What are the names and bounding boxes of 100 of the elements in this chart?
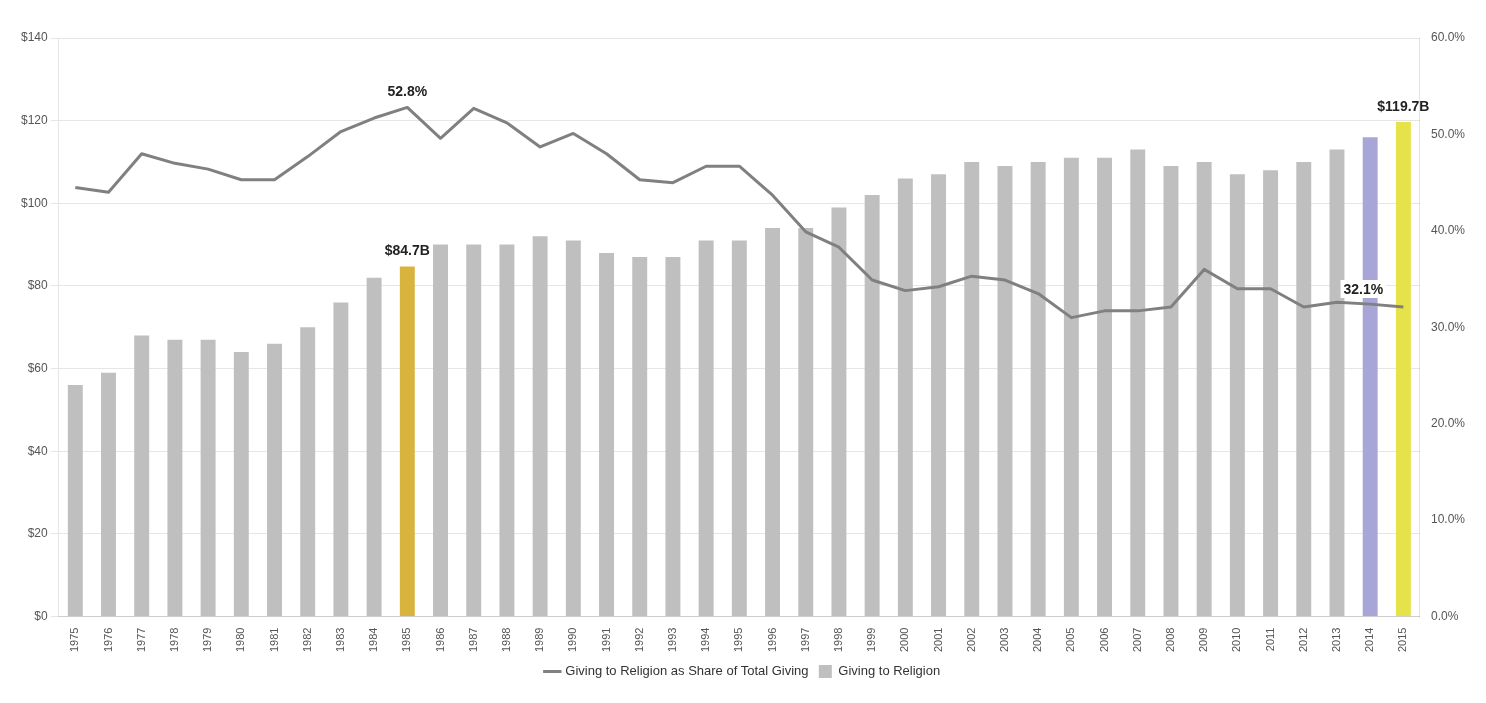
x-tick-label: 2001 — [931, 627, 944, 653]
bar — [1030, 161, 1046, 617]
x-tick-label: 1978 — [167, 627, 180, 653]
bar — [765, 228, 781, 617]
x-tick-label: 1990 — [566, 627, 579, 653]
x-tick-label: 1986 — [433, 627, 446, 653]
bar — [466, 244, 482, 617]
x-tick-label: 1985 — [400, 627, 413, 653]
x-tick-label: 2008 — [1163, 627, 1176, 653]
y2-tick-label: 40.0% — [1430, 223, 1466, 238]
x-tick-label: 1983 — [333, 627, 346, 653]
bar — [931, 174, 947, 617]
bar — [1229, 174, 1245, 617]
bar — [366, 277, 382, 617]
x-tick-label: 2005 — [1064, 627, 1077, 653]
x-tick-label: 1991 — [599, 627, 612, 653]
y-tick-label: $100 — [20, 195, 49, 210]
x-tick-label: 1993 — [665, 627, 678, 653]
x-tick-label: 1995 — [732, 627, 745, 653]
x-tick-label: 2002 — [964, 627, 977, 653]
bar — [897, 178, 913, 617]
x-tick-label: 2009 — [1197, 627, 1210, 653]
x-tick-label: 1979 — [201, 627, 214, 653]
y-tick-label: $40 — [27, 443, 49, 458]
x-tick-label: 1996 — [765, 627, 778, 653]
bar — [399, 266, 415, 617]
x-tick-label: 2006 — [1097, 627, 1110, 653]
x-tick-label: 1994 — [699, 627, 712, 653]
y-tick-label: $80 — [27, 278, 49, 293]
bar — [831, 207, 847, 617]
bar — [532, 236, 548, 617]
x-tick-label: 1987 — [466, 627, 479, 653]
bar — [101, 372, 116, 617]
y2-tick-label: 50.0% — [1430, 126, 1466, 141]
bar — [997, 166, 1013, 617]
bar — [499, 244, 515, 617]
bar — [233, 352, 249, 617]
x-tick-label: 2003 — [997, 627, 1010, 653]
x-tick-label: 2007 — [1130, 627, 1143, 653]
bar — [731, 240, 747, 617]
x-tick-label: 1999 — [865, 627, 878, 653]
bar — [433, 244, 448, 617]
x-tick-label: 1981 — [267, 627, 280, 653]
data-label: 52.8% — [387, 83, 428, 100]
bar — [333, 302, 349, 617]
x-tick-label: 1997 — [798, 627, 811, 653]
bar — [1130, 149, 1146, 617]
bar — [267, 343, 282, 617]
bar — [134, 335, 150, 617]
bar — [964, 161, 980, 617]
x-tick-label: 1977 — [134, 627, 147, 653]
y2-tick-label: 10.0% — [1430, 512, 1466, 527]
bar — [67, 385, 83, 617]
x-tick-label: 2012 — [1296, 627, 1309, 653]
x-tick-label: 1988 — [499, 627, 512, 653]
bar — [200, 339, 216, 617]
y-tick-label: $60 — [27, 360, 49, 375]
x-tick-label: 2004 — [1031, 627, 1044, 653]
x-tick-label: 2015 — [1396, 627, 1409, 653]
x-tick-label: 2011 — [1263, 627, 1276, 652]
data-label: $84.7B — [384, 242, 430, 259]
x-tick-label: 1998 — [831, 627, 844, 653]
x-tick-label: 2014 — [1363, 627, 1376, 653]
y-tick-label: $20 — [27, 526, 49, 541]
y-tick-label: $140 — [20, 30, 49, 45]
bar — [167, 339, 183, 617]
data-label: 32.1% — [1343, 280, 1384, 297]
bar — [1395, 121, 1411, 617]
x-tick-label: 1976 — [101, 627, 114, 653]
legend-label: Giving to Religion — [838, 663, 941, 679]
bar — [632, 257, 648, 617]
bar — [1196, 161, 1212, 617]
x-tick-label: 1984 — [367, 627, 380, 653]
y-tick-label: $120 — [20, 112, 49, 127]
x-tick-label: 2013 — [1330, 627, 1342, 653]
bar — [1063, 157, 1079, 617]
bar — [798, 228, 814, 617]
bar — [1263, 170, 1279, 617]
bar — [599, 252, 614, 617]
y2-tick-label: 20.0% — [1430, 416, 1466, 430]
legend-label: Giving to Religion as Share of Total Giving — [565, 663, 809, 679]
bar — [1163, 166, 1179, 617]
x-tick-label: 1980 — [234, 627, 247, 653]
x-tick-label: 1989 — [533, 627, 546, 653]
x-tick-label: 1982 — [300, 627, 313, 653]
x-tick-label: 1975 — [68, 627, 81, 653]
x-tick-label: 2000 — [898, 627, 911, 653]
y-tick-label: $0 — [34, 608, 49, 623]
bar — [1329, 149, 1345, 617]
bar — [565, 240, 581, 617]
y2-tick-label: 0.0% — [1430, 608, 1459, 623]
x-tick-label: 1992 — [632, 627, 645, 653]
data-label: $119.7B — [1377, 97, 1430, 114]
y2-tick-label: 60.0% — [1430, 30, 1466, 45]
bar — [300, 327, 316, 617]
bar — [1296, 161, 1312, 617]
bar — [698, 240, 714, 617]
y2-tick-label: 30.0% — [1430, 319, 1466, 334]
bar — [1097, 157, 1113, 617]
bar — [864, 195, 880, 617]
